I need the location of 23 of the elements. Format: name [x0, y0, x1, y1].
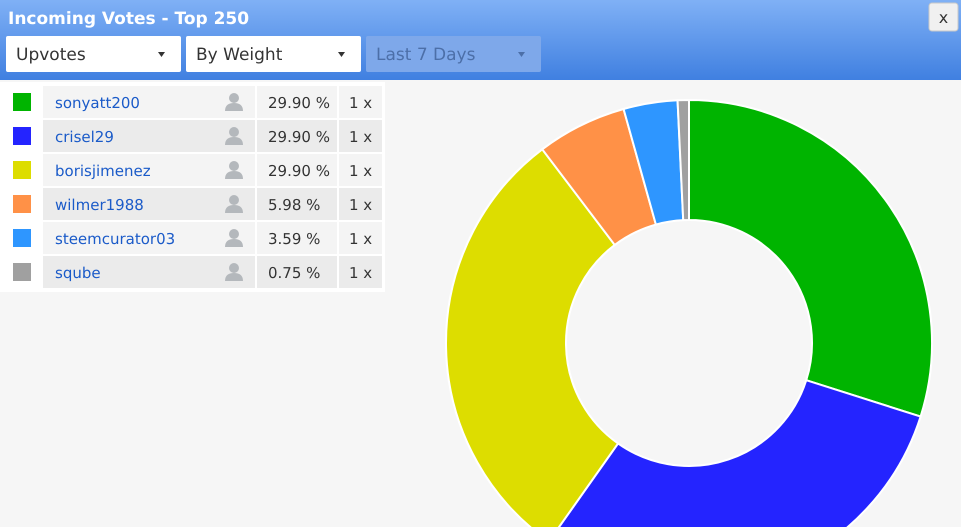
chart-title: Incoming Votes - Top 250	[8, 9, 250, 29]
text: 1 x	[349, 264, 372, 282]
text: x	[938, 8, 948, 27]
legend-label: crisel29	[55, 128, 114, 146]
legend-label: borisjimenez	[55, 162, 151, 180]
text: Last 7 Days	[376, 45, 476, 65]
text: 1 x	[349, 162, 372, 180]
text: 1 x	[349, 94, 372, 112]
data-label: 29.90 %	[268, 128, 330, 146]
legend-label: sonyatt200	[55, 94, 140, 112]
data-label: 0.75 %	[268, 264, 320, 282]
data-label: 29.90 %	[268, 94, 330, 112]
data-label: 5.98 %	[268, 196, 320, 214]
text: Upvotes	[16, 45, 86, 65]
text: By Weight	[196, 45, 283, 65]
text: 1 x	[349, 128, 372, 146]
text: 1 x	[349, 230, 372, 248]
text: 1 x	[349, 196, 372, 214]
data-label: 29.90 %	[268, 162, 330, 180]
data-label: 3.59 %	[268, 230, 320, 248]
legend-label: wilmer1988	[55, 196, 144, 214]
legend-label: sqube	[55, 264, 101, 282]
legend-label: steemcurator03	[55, 230, 176, 248]
